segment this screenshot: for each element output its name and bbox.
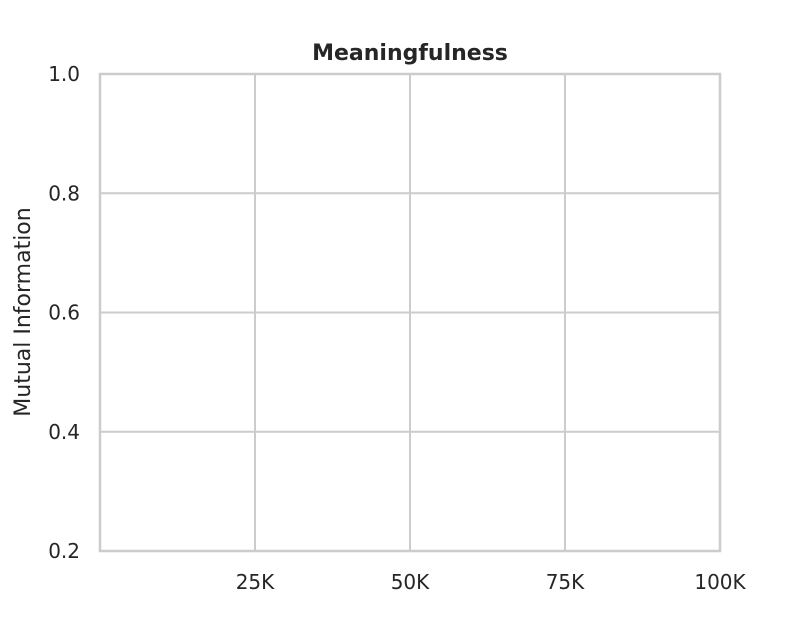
chart-title: Meaningfulness [312,41,508,66]
y-tick-labels: 0.2 0.4 0.6 0.8 1.0 [48,62,80,563]
y-tick-label: 0.2 [48,539,80,563]
y-tick-label: 1.0 [48,62,80,86]
plot-frame [98,72,722,553]
x-tick-labels: 25K 50K 75K 100K [236,570,747,594]
y-tick-label: 0.8 [48,181,80,205]
x-tick-label: 25K [236,570,275,594]
y-tick-label: 0.4 [48,420,80,444]
x-tick-label: 50K [391,570,430,594]
x-tick-label: 100K [694,570,746,594]
x-tick-label: 75K [546,570,585,594]
y-axis-label: Mutual Information [11,207,36,416]
y-tick-label: 0.6 [48,301,80,325]
